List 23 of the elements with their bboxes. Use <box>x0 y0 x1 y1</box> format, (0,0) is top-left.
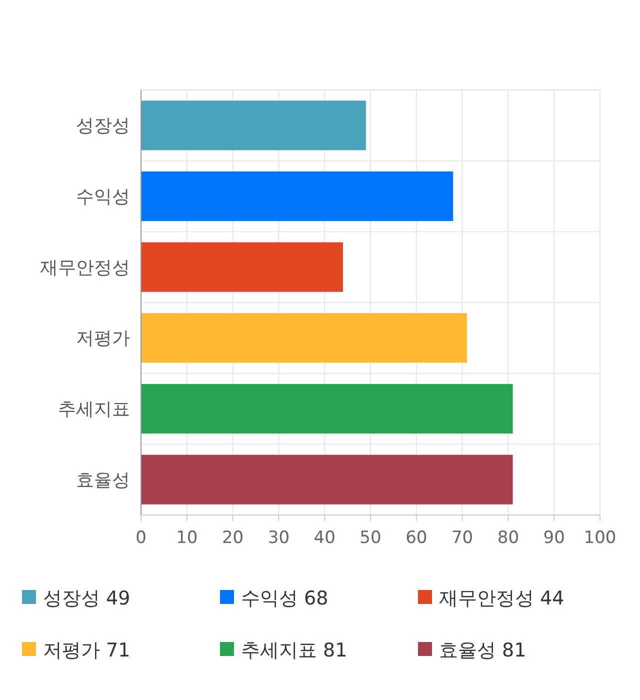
x-tick-label: 60 <box>406 528 428 548</box>
x-tick-label: 20 <box>222 528 244 548</box>
x-tick-label: 80 <box>497 528 520 548</box>
x-tick-label: 100 <box>584 528 616 548</box>
y-tick-label: 성장성 <box>76 116 130 137</box>
x-tick-label: 40 <box>314 528 336 548</box>
legend-label: 수익성 68 <box>241 588 328 610</box>
x-tick-label: 50 <box>360 528 382 548</box>
x-tick-label: 70 <box>451 528 474 548</box>
y-tick-label: 저평가 <box>76 328 130 350</box>
y-tick-label: 재무안정성 <box>40 257 130 278</box>
legend-label: 추세지표 81 <box>241 640 348 662</box>
legend-label: 효율성 81 <box>439 640 526 662</box>
x-tick-label: 0 <box>136 528 146 548</box>
x-tick-label: 90 <box>543 528 565 548</box>
y-tick-label: 수익성 <box>76 186 130 208</box>
x-tick-label: 30 <box>268 528 290 548</box>
legend-label: 성장성 49 <box>43 588 130 610</box>
y-tick-label: 추세지표 <box>58 399 130 420</box>
legend-label: 재무안정성 44 <box>439 588 564 610</box>
y-tick-label: 효율성 <box>76 470 130 491</box>
legend-label: 저평가 71 <box>43 640 130 662</box>
x-tick-label: 10 <box>176 528 198 548</box>
